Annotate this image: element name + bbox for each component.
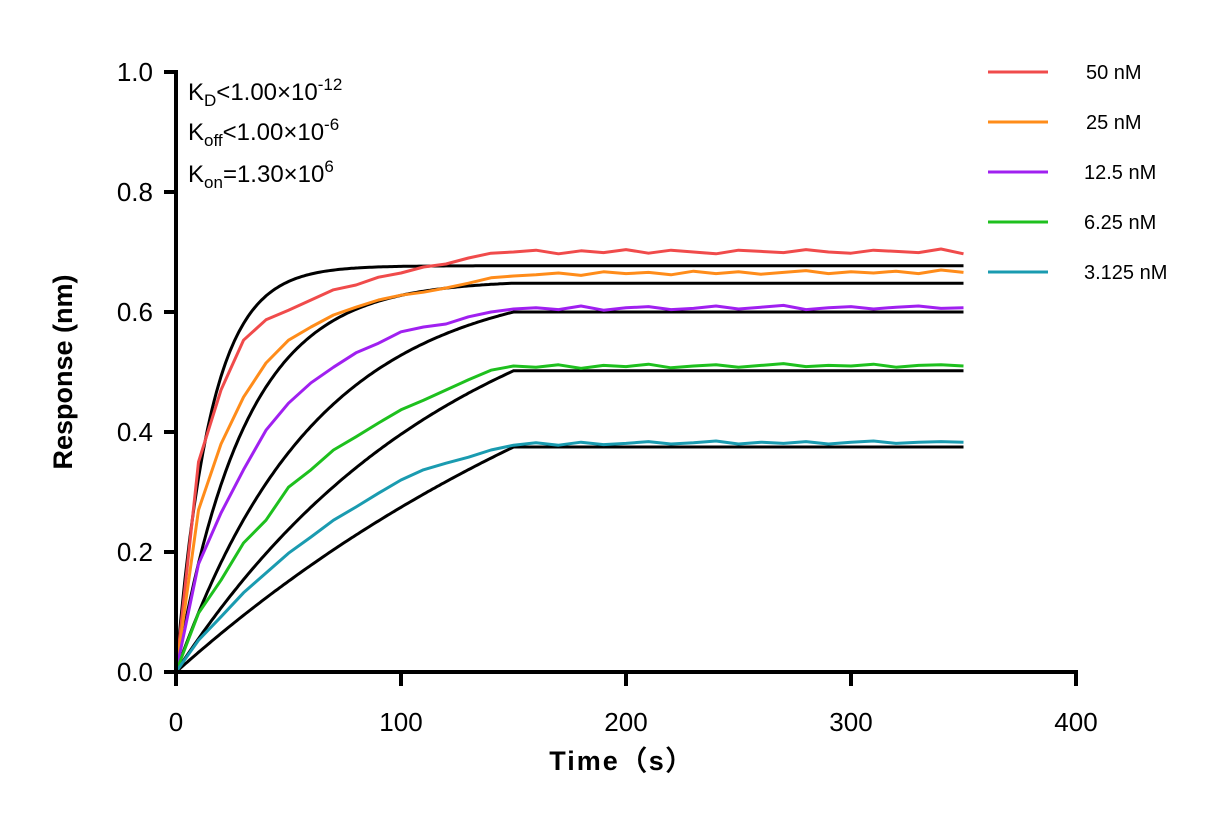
kinetics-annotation: KD<1.00×10-12 Koff<1.00×10-6 Kon=1.30×10… <box>188 75 342 192</box>
y-axis-label: Response (nm) <box>48 274 78 469</box>
y-tick-label: 0.4 <box>117 417 153 447</box>
data-series-25-nM <box>174 268 964 673</box>
y-tick-label: 1.0 <box>117 57 153 87</box>
y-ticks: 0.0 0.2 0.4 0.6 0.8 1.0 <box>117 57 176 687</box>
x-tick-label: 0 <box>169 707 183 737</box>
legend-label-6_25-nM: 6.25 nM <box>1084 212 1156 234</box>
x-tick-label: 300 <box>829 707 872 737</box>
legend-label-25-nM: 25 nM <box>1086 112 1142 134</box>
fit-curve-25-nM <box>174 281 964 673</box>
fit-curve-12_5-nM <box>174 310 964 673</box>
x-tick-label: 200 <box>604 707 647 737</box>
kon-annotation: Kon=1.30×106 <box>188 157 334 192</box>
y-tick-label: 0.8 <box>117 177 153 207</box>
x-tick-label: 400 <box>1054 707 1097 737</box>
y-tick-label: 0.6 <box>117 297 153 327</box>
x-axis-label: Time（s） <box>549 746 695 776</box>
data-series-3_125-nM <box>174 439 964 673</box>
legend: 50 nM 25 nM 12.5 nM 6.25 nM 3.125 nM <box>988 62 1167 284</box>
fit-curves <box>174 264 964 674</box>
data-series-12_5-nM <box>174 303 964 673</box>
legend-label-3_125-nM: 3.125 nM <box>1084 262 1167 284</box>
fit-curve-3_125-nM <box>175 445 964 674</box>
y-tick-label: 0.0 <box>117 657 153 687</box>
fit-curve-50-nM <box>174 264 964 673</box>
data-series-6_25-nM <box>174 362 964 673</box>
kd-annotation: KD<1.00×10-12 <box>188 75 342 110</box>
data-curves <box>174 247 964 673</box>
y-tick-label: 0.2 <box>117 537 153 567</box>
x-ticks: 0 100 200 300 400 <box>169 672 1098 737</box>
koff-annotation: Koff<1.00×10-6 <box>188 115 339 150</box>
data-series-50-nM <box>174 247 964 673</box>
fit-curve-6_25-nM <box>174 369 964 673</box>
x-tick-label: 100 <box>379 707 422 737</box>
legend-label-50-nM: 50 nM <box>1086 62 1142 84</box>
legend-label-12_5-nM: 12.5 nM <box>1084 162 1156 184</box>
